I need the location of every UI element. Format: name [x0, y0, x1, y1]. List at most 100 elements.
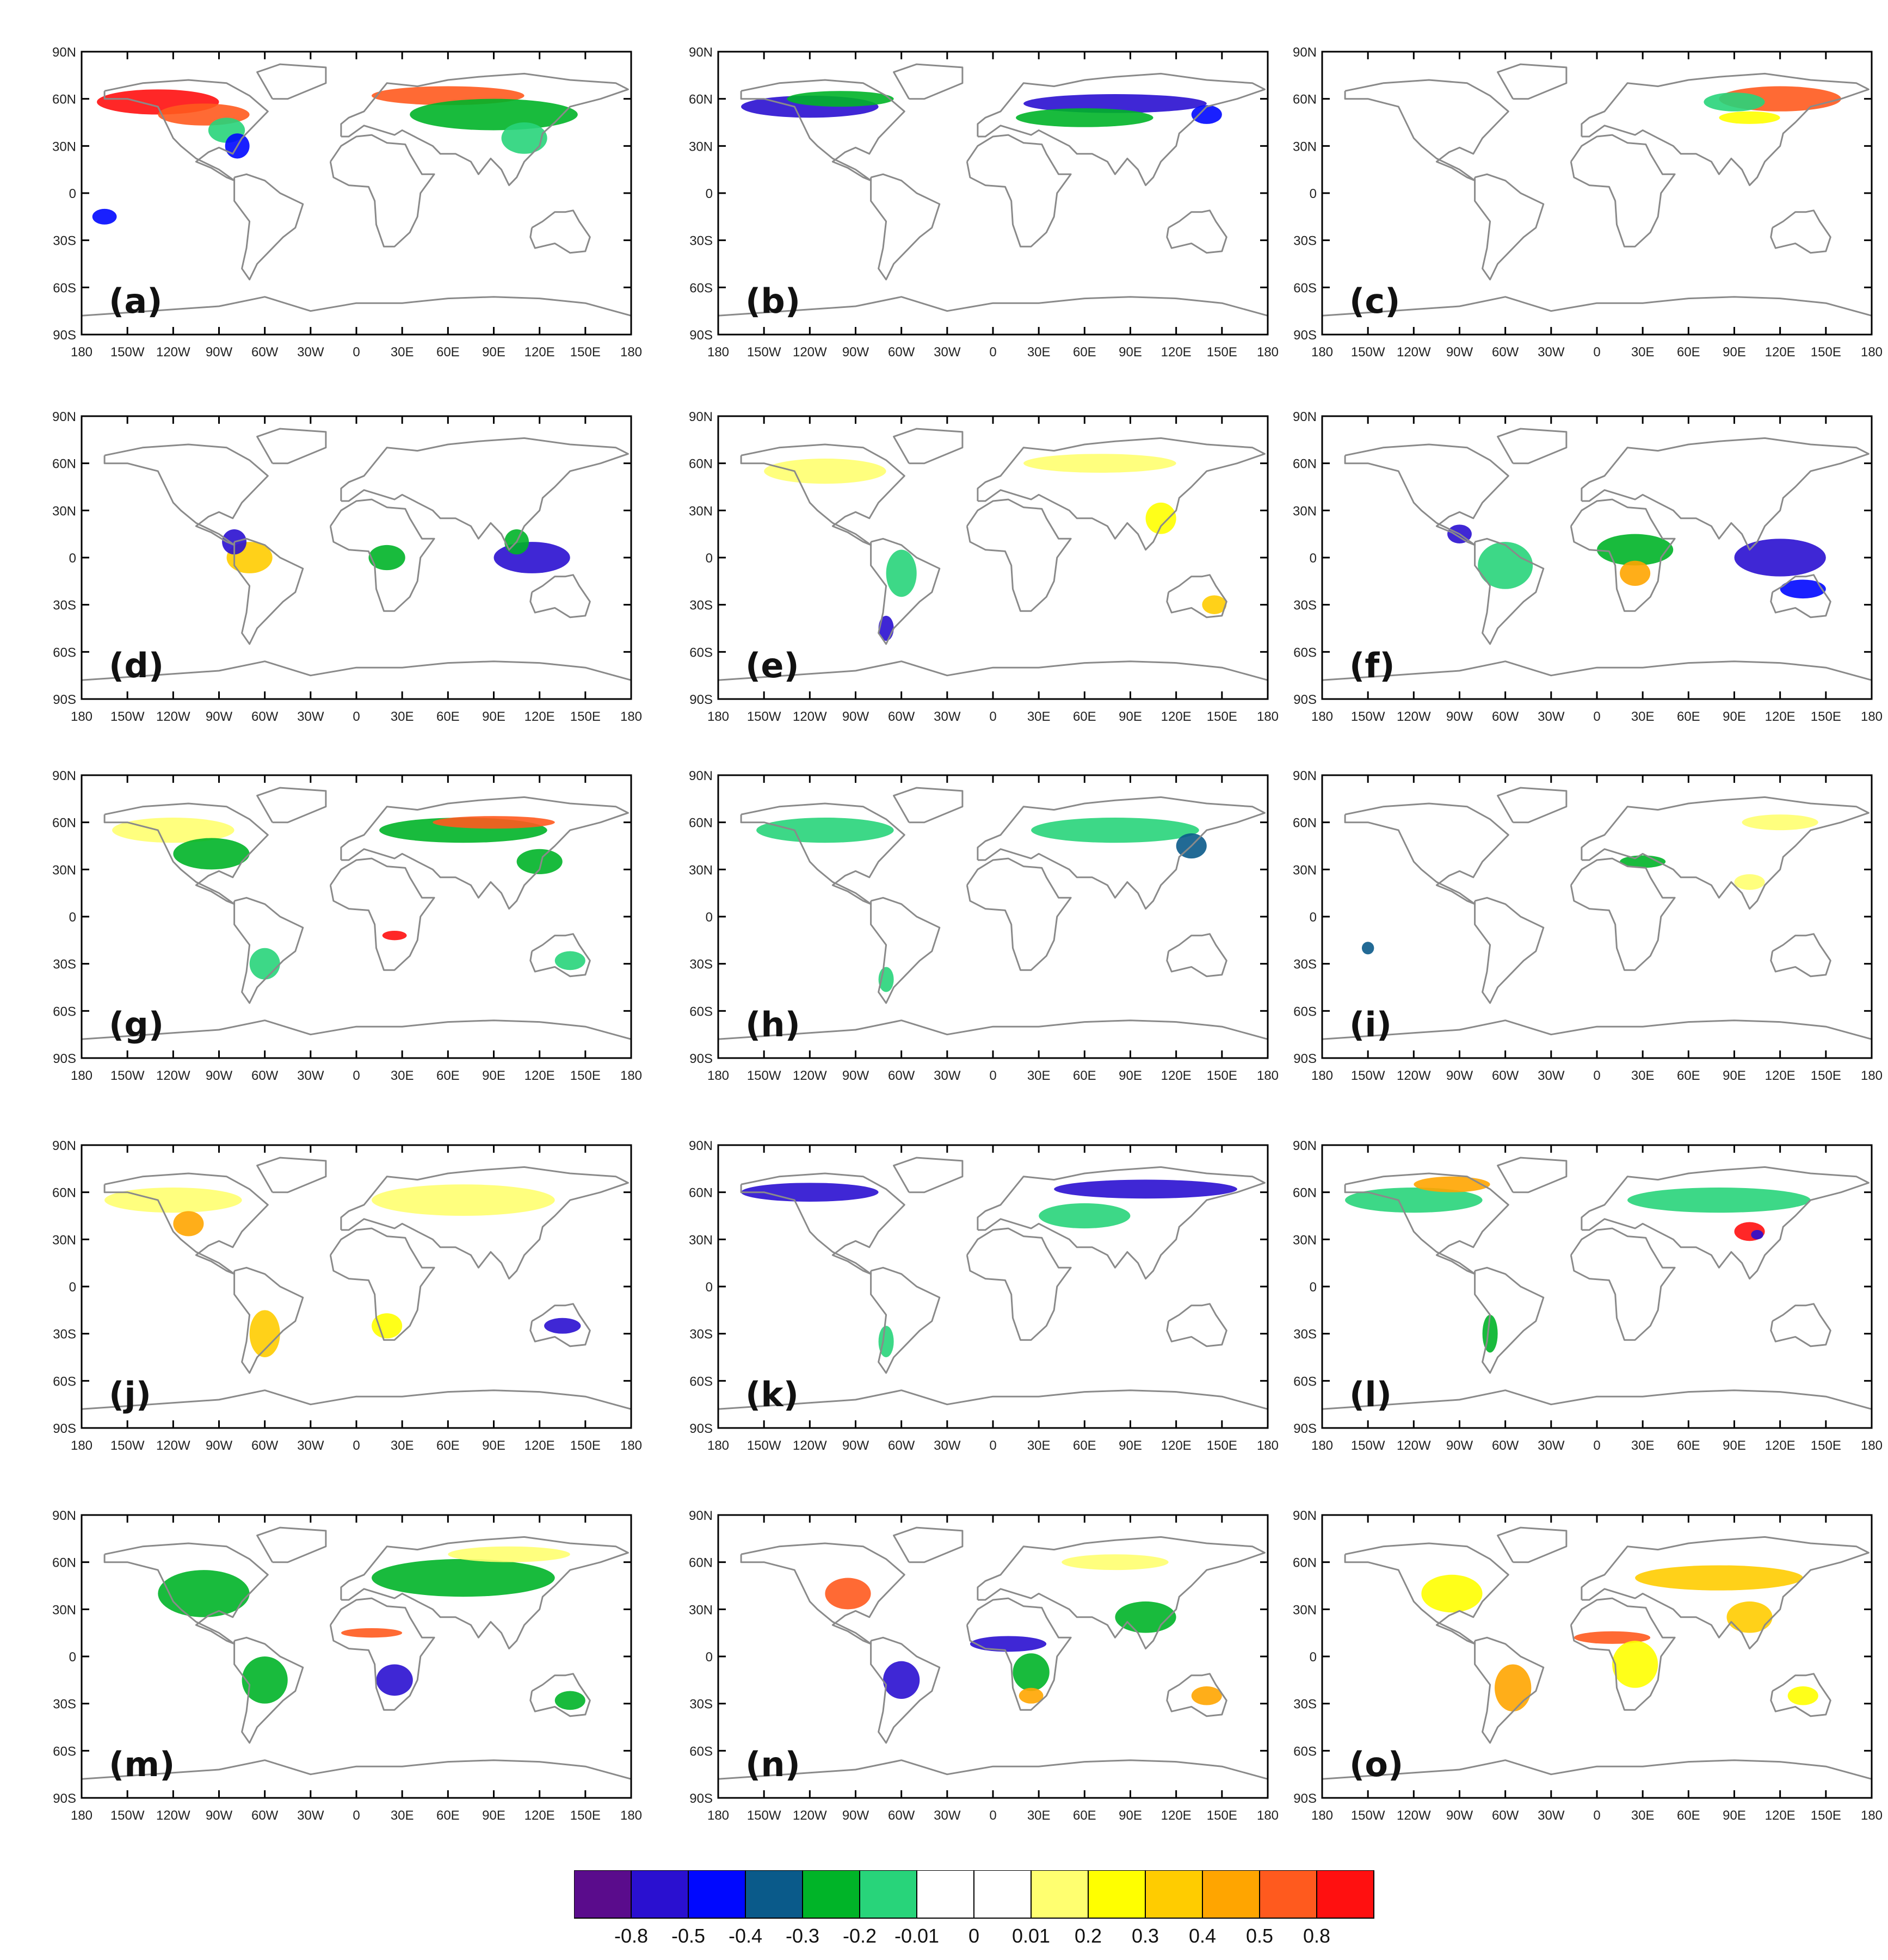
colorbar-swatch: [1088, 1870, 1146, 1919]
colorbar-swatch: [1202, 1870, 1260, 1919]
lon-tick-label: 30E: [1631, 709, 1655, 724]
coastline: [966, 857, 1072, 971]
coastline: [893, 1157, 964, 1194]
map-panel-svg: 90N 60N 30N 0 30S 60S 90S 180 150W 120W 90W 60W 30W 0…: [52, 769, 642, 1083]
map-panel-svg: 90N 60N 30N 0 30S 60S 90S 180 150W 120W 90W 60W 30W 0…: [1293, 410, 1883, 724]
lat-tick-label: 60S: [1293, 1374, 1317, 1389]
map-panel-svg: 90N 60N 30N 0 30S 60S 90S 180 150W 120W 90W 60W 30W 0…: [689, 1508, 1279, 1823]
lon-tick-label: 90E: [482, 709, 505, 724]
coastline: [340, 1536, 629, 1650]
lat-tick-label: 60S: [689, 281, 713, 295]
lat-tick-label: 90N: [689, 410, 713, 424]
lon-tick-label: 180: [1311, 1808, 1333, 1823]
panel-label: (l): [1349, 1375, 1392, 1414]
coastline: [1497, 1526, 1568, 1563]
panel-label: (j): [109, 1375, 151, 1414]
colorbar-swatch: [688, 1870, 746, 1919]
anomaly-region: [1627, 1188, 1811, 1213]
lat-tick-label: 60N: [1293, 457, 1317, 472]
lon-tick-label: 0: [989, 1068, 996, 1083]
coastline: [81, 1019, 632, 1040]
anomaly-region: [1704, 92, 1765, 112]
lon-tick-label: 0: [1593, 1808, 1600, 1823]
lon-tick-label: 120E: [1765, 1808, 1796, 1823]
lon-tick-label: 120E: [525, 1808, 555, 1823]
lat-tick-label: 0: [69, 1650, 76, 1665]
lon-tick-label: 180: [707, 1808, 729, 1823]
lat-tick-label: 60S: [53, 1744, 76, 1759]
coastline: [1581, 437, 1870, 551]
lon-tick-label: 90E: [1723, 709, 1746, 724]
map-background: [82, 775, 631, 1058]
lon-tick-label: 150E: [1207, 1438, 1237, 1453]
lon-tick-label: 120E: [1161, 1438, 1192, 1453]
lon-tick-label: 150W: [747, 1438, 781, 1453]
lon-tick-label: 30W: [297, 1808, 324, 1823]
lat-tick-label: 30N: [689, 863, 713, 877]
lon-tick-label: 180: [71, 1068, 92, 1083]
lat-tick-label: 30N: [1293, 863, 1317, 877]
anomaly-region: [372, 1184, 555, 1216]
lon-tick-label: 0: [989, 345, 996, 360]
colorbar-label: 0.01: [1012, 1925, 1050, 1947]
anomaly-region: [554, 951, 585, 970]
lon-tick-label: 60E: [1073, 1808, 1096, 1823]
coastline: [1322, 1019, 1872, 1040]
coastline: [1581, 796, 1870, 910]
lat-tick-label: 30N: [689, 504, 713, 518]
lat-tick-label: 60N: [689, 1186, 713, 1201]
anomaly-region: [1062, 1554, 1169, 1571]
lon-tick-label: 0: [989, 709, 996, 724]
anomaly-region: [883, 1661, 920, 1699]
coastline: [233, 1266, 304, 1374]
lon-tick-label: 60E: [1073, 709, 1096, 724]
lat-tick-label: 90N: [689, 769, 713, 783]
coastline: [1570, 498, 1676, 612]
lon-tick-label: 180: [707, 1068, 729, 1083]
anomaly-region: [341, 1628, 403, 1638]
lon-tick-label: 150W: [110, 1808, 145, 1823]
lon-tick-label: 0: [353, 709, 360, 724]
coastline: [977, 437, 1266, 551]
coastline: [870, 1266, 941, 1374]
lon-tick-label: 150W: [110, 345, 145, 360]
lon-tick-label: 30W: [1538, 1808, 1565, 1823]
anomaly-region: [249, 948, 280, 980]
colorbar-swatch: [573, 1870, 632, 1919]
lon-tick-label: 60W: [1492, 1808, 1519, 1823]
coastline: [1474, 173, 1545, 281]
lon-tick-label: 150W: [1351, 345, 1385, 360]
anomaly-region: [1039, 1203, 1131, 1229]
lon-tick-label: 30W: [1538, 1438, 1565, 1453]
anomaly-region: [1734, 539, 1826, 577]
lat-tick-label: 30N: [52, 139, 76, 154]
coastline: [1474, 1636, 1545, 1744]
lat-tick-label: 0: [706, 1280, 713, 1295]
map-panel: 90N 60N 30N 0 30S 60S 90S 180 150W 120W 90W 60W 30W 0…: [669, 386, 1289, 745]
coastline: [1770, 1303, 1831, 1347]
lat-tick-label: 30S: [689, 1327, 713, 1342]
lon-tick-label: 0: [1593, 1438, 1600, 1453]
coastline: [966, 1597, 1072, 1711]
lon-tick-label: 30W: [934, 1068, 961, 1083]
lat-tick-label: 90N: [689, 1139, 713, 1153]
lon-tick-label: 120W: [793, 1438, 827, 1453]
lat-tick-label: 90S: [1293, 693, 1317, 707]
lat-tick-label: 30N: [52, 1233, 76, 1247]
coastline: [718, 1389, 1268, 1410]
lon-tick-label: 150W: [747, 709, 781, 724]
lon-tick-label: 30W: [934, 1438, 961, 1453]
map-background: [82, 1515, 631, 1798]
coastline: [718, 660, 1268, 681]
lon-tick-label: 60W: [888, 1068, 915, 1083]
anomaly-region: [92, 208, 117, 225]
lat-tick-label: 60S: [1293, 1004, 1317, 1019]
coastline: [1497, 428, 1568, 465]
coastline: [1344, 802, 1509, 905]
map-panel-svg: 90N 60N 30N 0 30S 60S 90S 180 150W 120W 90W 60W 30W 0…: [52, 1508, 642, 1823]
lon-tick-label: 120W: [1397, 1068, 1431, 1083]
lon-tick-label: 90W: [206, 345, 233, 360]
anomaly-region: [1054, 1179, 1237, 1199]
lat-tick-label: 30N: [52, 863, 76, 877]
panel-label: (d): [109, 646, 164, 685]
